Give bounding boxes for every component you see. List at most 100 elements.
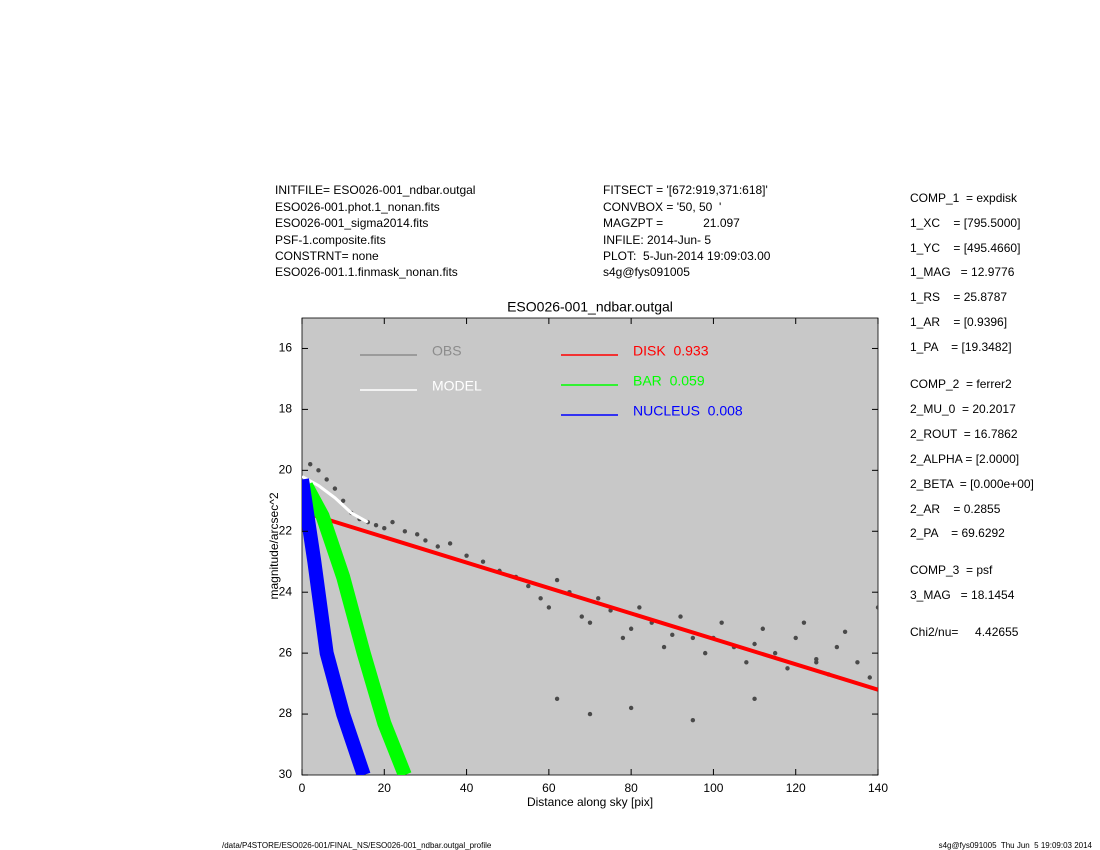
- obs-point: [703, 650, 708, 656]
- legend-label: OBS: [432, 343, 462, 359]
- obs-point: [382, 526, 387, 531]
- obs-point: [415, 532, 420, 537]
- x-tick-label: 0: [299, 781, 306, 795]
- header-left-line: ESO026-001.phot.1_nonan.fits: [275, 200, 440, 214]
- obs-point: [690, 717, 696, 723]
- obs-point: [760, 626, 765, 631]
- header-mid-line: FITSECT = '[672:919,371:618]': [603, 183, 768, 197]
- obs-point: [587, 711, 593, 717]
- y-tick-label: 26: [279, 645, 293, 659]
- obs-point: [447, 541, 453, 546]
- obs-point: [373, 522, 379, 528]
- fit-parameter: 2_MU_0 = 20.2017: [910, 402, 1016, 416]
- y-tick-label: 24: [279, 584, 293, 598]
- header-left-line: ESO026-001.1.finmask_nonan.fits: [275, 265, 458, 279]
- obs-point: [554, 696, 560, 702]
- fit-parameter: 1_XC = [795.5000]: [910, 216, 1020, 230]
- obs-point: [628, 626, 634, 631]
- fit-parameter: 2_ROUT = 16.7862: [910, 427, 1018, 441]
- obs-point: [719, 620, 724, 625]
- fit-parameter: 1_PA = [19.3482]: [910, 340, 1012, 354]
- profile-line: [302, 478, 371, 775]
- fit-parameter: 2_ALPHA = [2.0000]: [910, 452, 1019, 466]
- obs-point: [690, 635, 696, 641]
- obs-point: [801, 620, 807, 625]
- obs-point: [402, 529, 408, 534]
- x-tick-label: 120: [786, 781, 806, 795]
- y-tick-label: 20: [279, 463, 293, 477]
- header-left-line: INITFILE= ESO026-001_ndbar.outgal: [275, 183, 475, 197]
- x-axis-label: Distance along sky [pix]: [527, 795, 653, 809]
- obs-point: [435, 544, 440, 549]
- obs-point: [628, 705, 634, 711]
- x-tick-label: 20: [378, 781, 392, 795]
- obs-point: [464, 553, 469, 558]
- profile-line: [302, 475, 369, 524]
- fit-parameter: 1_YC = [495.4660]: [910, 241, 1020, 255]
- obs-point: [814, 657, 819, 662]
- fit-parameter: 2_AR = 0.2855: [910, 502, 1001, 516]
- obs-point: [332, 486, 338, 491]
- fit-parameter: 2_BETA = [0.000e+00]: [910, 477, 1034, 491]
- x-tick-label: 100: [703, 781, 723, 795]
- header-left-line: CONSTRNT= none: [275, 249, 379, 263]
- obs-point: [340, 498, 346, 503]
- obs-point: [842, 629, 848, 635]
- obs-point: [316, 468, 321, 473]
- obs-point: [546, 605, 552, 610]
- fit-parameter: 1_AR = [0.9396]: [910, 315, 1007, 329]
- fit-parameter: COMP_3 = psf: [910, 563, 993, 577]
- header-left-line: ESO026-001_sigma2014.fits: [275, 216, 428, 230]
- fit-parameter: 1_RS = 25.8787: [910, 290, 1007, 304]
- fit-parameter: 2_PA = 69.6292: [910, 526, 1005, 540]
- y-tick-label: 18: [279, 402, 293, 416]
- obs-point: [324, 477, 329, 482]
- obs-point: [554, 577, 560, 583]
- obs-point: [596, 596, 601, 601]
- x-tick-label: 80: [624, 781, 638, 795]
- header-mid-line: s4g@fys091005: [603, 265, 690, 279]
- y-tick-label: 28: [279, 706, 293, 720]
- obs-point: [678, 614, 683, 619]
- obs-point: [480, 559, 486, 564]
- fit-parameter: COMP_1 = expdisk: [910, 191, 1018, 205]
- y-axis-label: magnitude/arcsec^2: [267, 492, 281, 599]
- x-tick-label: 140: [868, 781, 888, 795]
- fit-parameter: COMP_2 = ferrer2: [910, 377, 1012, 391]
- y-tick-label: 30: [279, 767, 293, 781]
- legend-label: NUCLEUS 0.008: [633, 403, 743, 419]
- header-mid-line: INFILE: 2014-Jun- 5: [603, 233, 711, 247]
- header-mid-line: PLOT: 5-Jun-2014 19:09:03.00: [603, 249, 771, 263]
- obs-point: [752, 641, 757, 647]
- obs-point: [814, 660, 819, 665]
- obs-point: [752, 696, 757, 702]
- legend-label: MODEL: [432, 378, 482, 394]
- obs-point: [855, 660, 860, 665]
- profile-line: [302, 482, 412, 775]
- obs-point: [793, 635, 798, 641]
- y-tick-label: 22: [279, 523, 293, 537]
- x-tick-label: 40: [460, 781, 474, 795]
- obs-point: [423, 538, 428, 543]
- header-mid-line: MAGZPT = 21.097: [603, 216, 740, 230]
- obs-point: [587, 620, 593, 625]
- footer-right: s4g@fys091005 Thu Jun 5 19:09:03 2014: [939, 841, 1093, 850]
- obs-point: [875, 605, 878, 610]
- obs-point: [661, 644, 667, 650]
- x-tick-label: 60: [542, 781, 556, 795]
- legend-label: DISK 0.933: [633, 343, 709, 359]
- obs-point: [785, 666, 790, 671]
- profile-line: [305, 511, 878, 692]
- obs-point: [637, 605, 642, 610]
- plot-area: [301, 317, 879, 776]
- obs-point: [579, 614, 584, 619]
- obs-point: [772, 650, 778, 656]
- obs-point: [834, 644, 840, 650]
- y-tick-label: 16: [279, 341, 293, 355]
- obs-point: [670, 632, 675, 638]
- obs-point: [308, 462, 313, 467]
- obs-point: [538, 596, 543, 601]
- header-mid-line: CONVBOX = '50, 50 ': [603, 200, 721, 214]
- obs-point: [526, 583, 531, 589]
